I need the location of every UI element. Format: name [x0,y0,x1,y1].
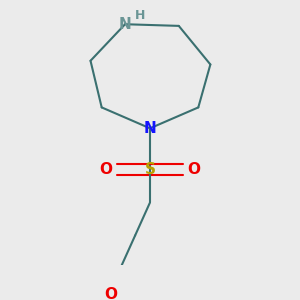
Text: O: O [100,162,113,177]
Text: N: N [144,121,156,136]
Text: S: S [145,162,155,177]
Text: H: H [135,10,145,22]
Text: N: N [119,17,131,32]
Text: O: O [187,162,200,177]
Text: O: O [104,287,118,300]
